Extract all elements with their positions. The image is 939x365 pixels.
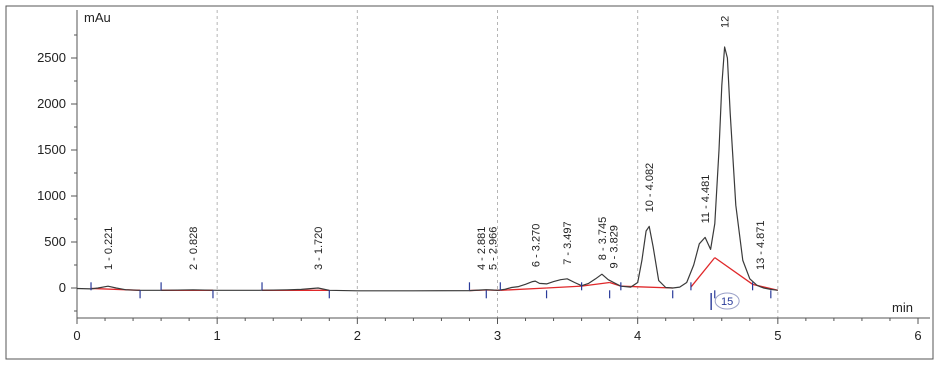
y-tick-label: 1000: [37, 188, 66, 203]
peak-label-10: 10 - 4.082: [644, 163, 656, 213]
x-tick-label: 5: [774, 328, 781, 343]
x-axis-unit: min: [892, 300, 913, 315]
y-tick-label: 0: [59, 280, 66, 295]
x-tick-label: 4: [634, 328, 641, 343]
peak-label-4: 4 - 2.881: [476, 227, 488, 270]
peak-label-5: 5 - 2.966: [488, 227, 500, 270]
y-tick-label: 2000: [37, 96, 66, 111]
y-tick-label: 2500: [37, 50, 66, 65]
peak-label-9: 9 - 3.829: [609, 225, 621, 268]
peak-label-11: 11 - 4.481: [700, 175, 712, 224]
x-tick-label: 1: [214, 328, 221, 343]
signal-line: [76, 46, 778, 292]
x-tick-label: 6: [914, 328, 921, 343]
x-tick-label: 3: [494, 328, 501, 343]
y-tick-label: 500: [44, 234, 66, 249]
peak-label-6: 6 - 3.270: [530, 224, 542, 267]
axes: [76, 10, 930, 319]
badge-label: 15: [721, 296, 733, 308]
baseline-segment-6: [500, 287, 547, 291]
peak-label-3: 3 - 1.720: [313, 227, 325, 270]
peak-label-1: 1 - 0.221: [103, 227, 115, 270]
peak-label-2: 2 - 0.828: [188, 227, 200, 270]
plot-frame: [5, 5, 934, 360]
baseline-segment-7: [546, 285, 582, 289]
x-tick-label: 2: [354, 328, 361, 343]
baseline-segment-12: [714, 257, 753, 285]
y-tick-label: 1500: [37, 142, 66, 157]
peak-label-13: 13 - 4.871: [755, 220, 767, 270]
peak-label-12: 12: [720, 16, 732, 28]
grid-lines: [76, 10, 779, 318]
peak-labels: 1 - 0.221 2 - 0.828 3 - 1.720 4 - 2.881 5 - …: [103, 16, 767, 270]
peak-badge: 15: [710, 292, 740, 310]
tick-labels: 0 1 2 3 4 5 6 0 500 1000 1500 2000 2500: [37, 34, 922, 343]
baseline-segment-11: [690, 257, 716, 288]
baseline-segment-8: [581, 281, 610, 287]
badge-outline: [714, 292, 740, 310]
x-tick-label: 0: [73, 328, 80, 343]
signal-trace: [76, 46, 778, 292]
integration-markers: [90, 282, 772, 299]
peak-label-7: 7 - 3.497: [562, 221, 574, 264]
y-axis-unit: mAu: [84, 10, 111, 25]
peak-label-8: 8 - 3.745: [597, 217, 609, 260]
